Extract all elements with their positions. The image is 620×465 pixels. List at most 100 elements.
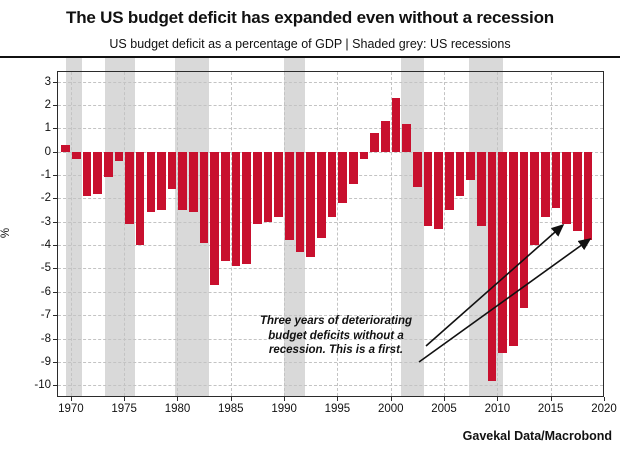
bar-2003 [423, 151, 433, 227]
y-tick-label: 3 [44, 75, 51, 88]
y-axis-tick [53, 128, 57, 130]
x-tick-label: 1985 [218, 403, 244, 415]
y-axis-tick [53, 81, 57, 83]
bar-1977 [146, 151, 156, 213]
bar-2018 [583, 151, 593, 241]
bar-2010 [498, 151, 508, 353]
v-gridline [230, 72, 232, 396]
bar-2002 [413, 151, 422, 187]
bar-2005 [445, 151, 454, 211]
y-tick-label: -6 [40, 285, 51, 298]
x-axis-tick [390, 397, 392, 401]
x-tick-label: 1970 [58, 403, 84, 415]
h-gridline [58, 291, 603, 293]
h-gridline [58, 81, 603, 83]
y-axis-tick [53, 245, 57, 247]
bar-2015 [551, 151, 561, 208]
x-axis-tick [604, 397, 605, 401]
y-tick-label: -4 [40, 239, 51, 252]
x-tick-label: 2020 [591, 403, 617, 415]
x-axis-tick [177, 397, 179, 401]
bar-1991 [295, 151, 305, 253]
bar-2011 [509, 151, 518, 346]
bar-2009 [487, 151, 497, 381]
x-axis-tick [70, 397, 72, 401]
bar-2001 [402, 123, 412, 152]
bar-1981 [189, 151, 198, 213]
bar-1973 [103, 151, 113, 178]
bar-1997 [359, 151, 369, 159]
v-gridline [390, 72, 392, 396]
h-gridline [58, 268, 603, 270]
bar-1994 [327, 151, 337, 218]
y-axis-tick [53, 198, 57, 200]
bar-2000 [391, 97, 401, 152]
bar-1996 [349, 151, 358, 185]
y-axis-tick [53, 268, 57, 270]
bar-1988 [263, 151, 273, 222]
bar-1971 [82, 151, 92, 196]
bar-2006 [455, 151, 465, 196]
x-tick-label: 1990 [271, 403, 297, 415]
bar-2014 [541, 151, 550, 218]
bar-1992 [306, 151, 316, 257]
x-tick-label: 1975 [111, 403, 137, 415]
annotation-line: Three years of deteriorating [259, 315, 413, 327]
recession-band [104, 58, 135, 397]
bar-2008 [477, 151, 486, 227]
x-tick-label: 2010 [484, 403, 511, 415]
bar-1987 [253, 151, 262, 225]
recession-band [284, 58, 306, 397]
h-gridline [58, 338, 603, 340]
y-tick-label: -2 [40, 192, 51, 205]
bar-1998 [370, 132, 380, 152]
bar-1978 [157, 151, 166, 211]
v-gridline [550, 72, 552, 396]
bar-2017 [573, 151, 582, 232]
bar-1985 [231, 151, 241, 267]
v-gridline [124, 72, 126, 396]
bar-1980 [178, 151, 188, 211]
v-gridline [337, 72, 339, 396]
v-gridline [444, 72, 446, 396]
y-tick-label: 2 [44, 98, 51, 111]
x-tick-label: 1980 [164, 403, 191, 415]
x-axis-tick [550, 397, 552, 401]
bar-1974 [114, 151, 124, 161]
y-axis-label: % [0, 227, 13, 239]
y-tick-label: -9 [40, 355, 51, 368]
bar-1993 [317, 151, 326, 239]
bar-1979 [167, 151, 177, 189]
header-divider [0, 56, 620, 58]
annotation-text: Three years of deteriorating budget defic… [260, 314, 412, 358]
y-tick-label: -8 [40, 332, 51, 345]
y-tick-label: -3 [40, 215, 51, 228]
x-axis-tick [337, 397, 339, 401]
bar-1984 [221, 151, 230, 262]
y-axis-tick [53, 174, 57, 176]
h-gridline [58, 104, 603, 106]
bar-1989 [274, 151, 284, 218]
bar-1969 [61, 144, 70, 152]
bar-1976 [135, 151, 145, 246]
v-gridline [284, 72, 286, 396]
y-axis-tick [53, 291, 57, 293]
bar-1972 [93, 151, 102, 194]
y-axis-tick [53, 361, 57, 363]
x-tick-label: 2000 [377, 403, 404, 415]
h-gridline [58, 128, 603, 130]
bar-2004 [434, 151, 444, 229]
bar-2012 [519, 151, 529, 309]
h-gridline [58, 385, 603, 387]
y-tick-label: -7 [40, 309, 51, 322]
y-axis-tick [53, 151, 57, 153]
annotation-line: budget deficits without a [268, 329, 404, 342]
y-axis-tick [53, 315, 57, 317]
h-gridline [58, 245, 603, 247]
bar-1982 [199, 151, 209, 243]
x-axis-tick [124, 397, 126, 401]
bar-1995 [338, 151, 348, 204]
x-axis-tick [230, 397, 232, 401]
